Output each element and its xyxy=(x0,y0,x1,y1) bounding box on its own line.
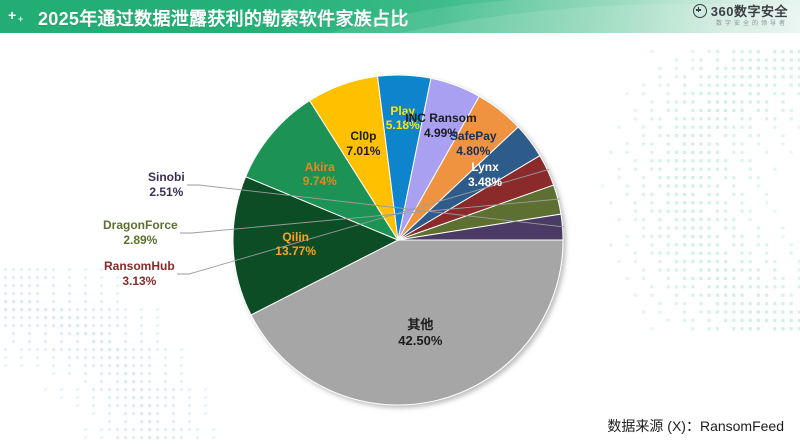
pie-slice[interactable] xyxy=(250,239,564,406)
pie-slice-value: 3.13% xyxy=(122,274,157,288)
pie-slice-name: Sinobi xyxy=(148,170,185,184)
brand-logo-name-row: 360数字安全 xyxy=(692,3,788,19)
pie-outside-label: RansomHub 3.13% xyxy=(104,259,175,289)
pie-slice-name: DragonForce xyxy=(103,218,178,232)
plus-circle-icon xyxy=(692,4,707,18)
data-source-note: 数据来源 (X)：RansomFeed xyxy=(607,418,784,434)
pie-leader-line xyxy=(187,184,565,228)
pie-slice-name: RansomHub xyxy=(104,259,175,273)
brand-logo: 360数字安全 数字安全的领导者 xyxy=(692,3,788,27)
pie-outside-label: Sinobi 2.51% xyxy=(148,170,185,200)
plus-decoration-icon: + + xyxy=(8,7,24,24)
page-title: 2025年通过数据泄露获利的勒索软件家族占比 xyxy=(38,9,409,29)
pie-leader-line xyxy=(177,168,550,275)
pie-chart-svg xyxy=(177,74,565,406)
brand-logo-tagline: 数字安全的领导者 xyxy=(715,21,788,27)
pie-slice[interactable] xyxy=(244,99,400,242)
pie-leader-line xyxy=(180,198,560,234)
pie-slice[interactable] xyxy=(232,176,400,316)
header-bar: + + 2025年通过数据泄露获利的勒索软件家族占比 360数字安全 数字安全的领… xyxy=(0,0,800,33)
pie-outside-label: DragonForce 2.89% xyxy=(103,218,178,248)
pie-slice-value: 2.89% xyxy=(123,233,158,247)
pie-slice-value: 2.51% xyxy=(149,185,184,199)
brand-logo-name: 360数字安全 xyxy=(710,3,788,19)
pie-chart: 其他 42.50% Qilin 13.77% Akira 9.74% Cl0p 7.01% Pl… xyxy=(0,33,800,444)
